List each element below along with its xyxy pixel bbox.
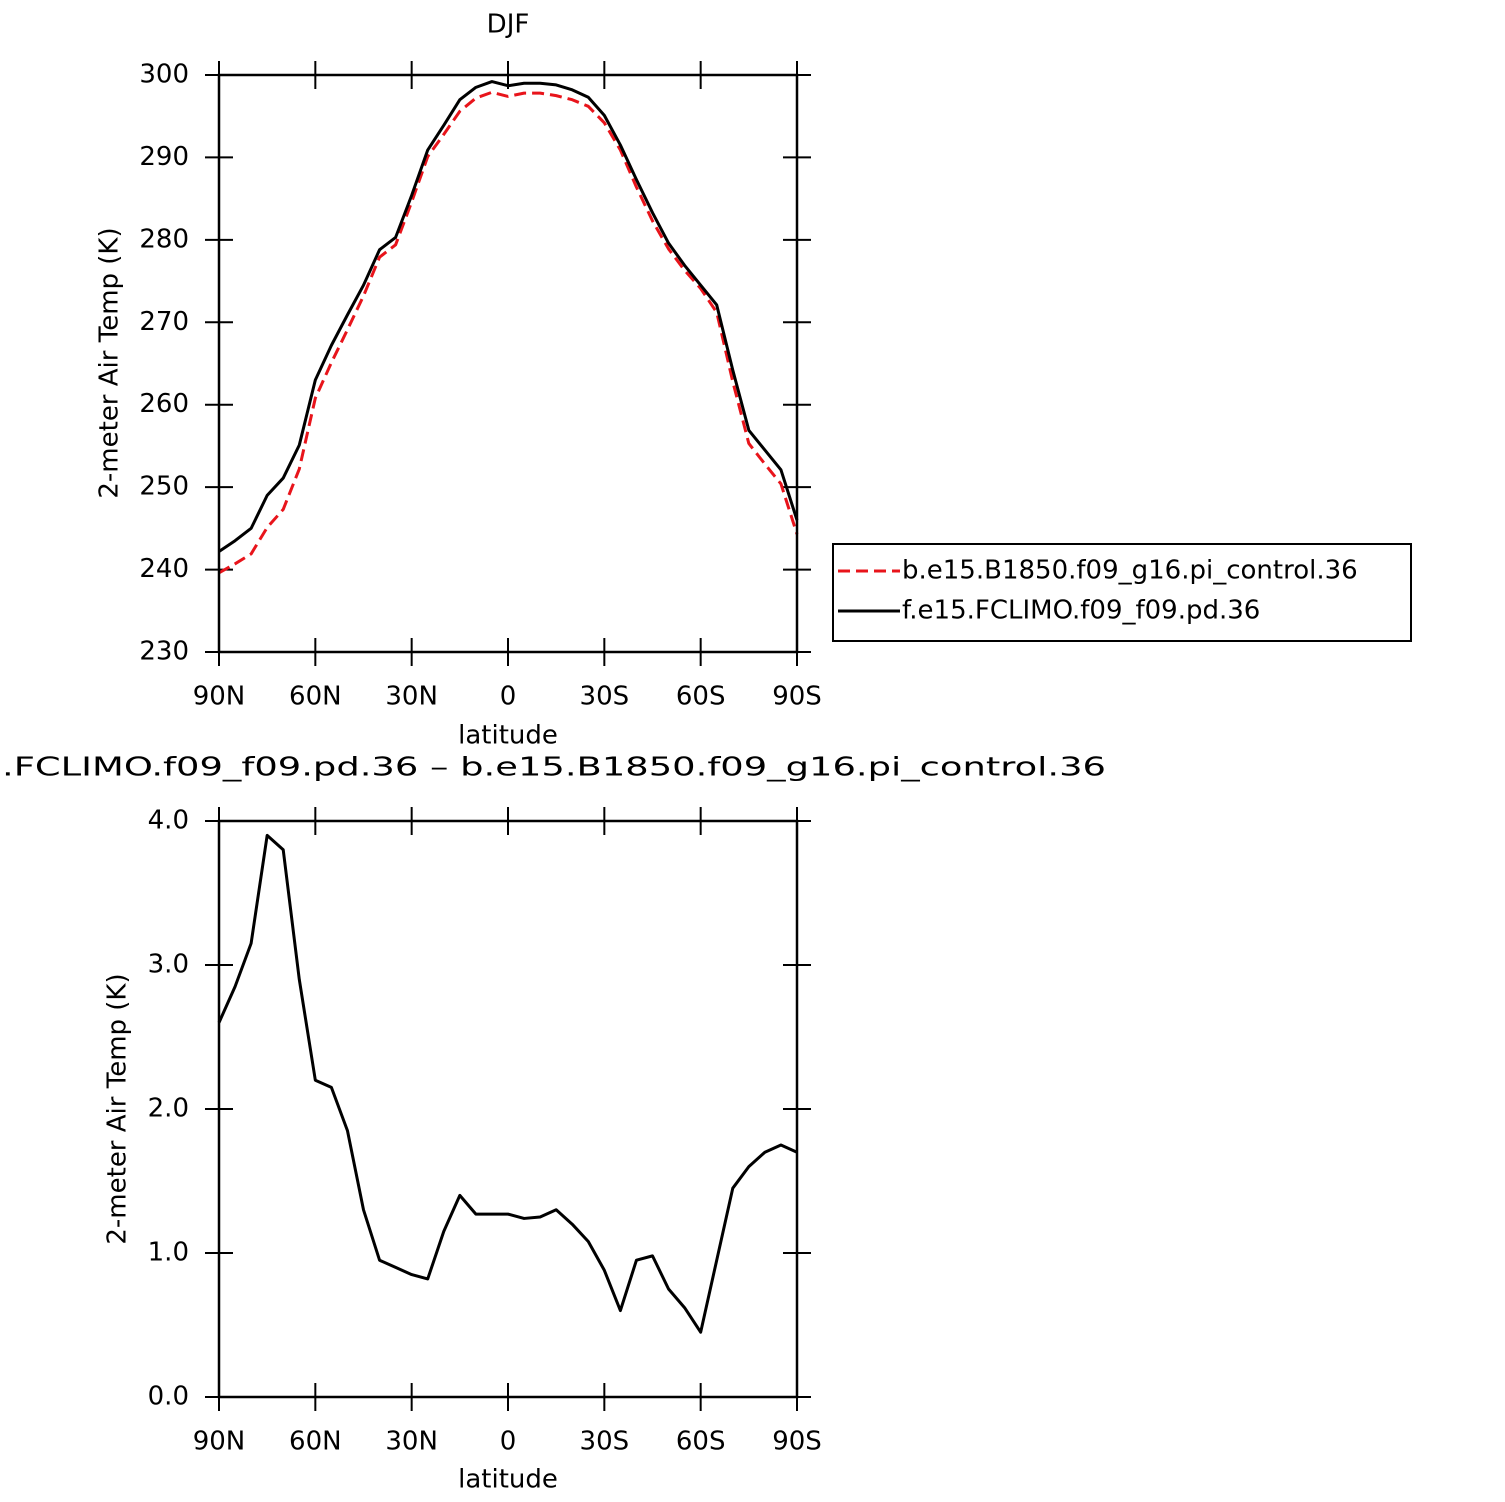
x-tick-label: 30S [580,682,630,712]
x-tick-label: 90N [193,682,246,712]
y-tick-label: 300 [139,60,189,90]
x-tick-label: 0 [500,682,517,712]
y-tick-label: 240 [139,554,189,584]
data-line [218,90,799,575]
x-tick-label: 60S [676,682,726,712]
x-tick-label: 30N [385,682,438,712]
x-tick-label: 90S [772,1427,822,1457]
y-axis-label: 2-meter Air Temp (K) [103,973,133,1244]
chart-title: .FCLIMO.f09_f09.pd.36 – b.e15.B1850.f09_… [2,753,1106,783]
x-axis-label: latitude [458,1465,558,1495]
y-tick-label: 260 [139,389,189,419]
y-tick-label: 250 [139,472,189,502]
y-tick-label: 230 [139,637,189,667]
y-axis-label: 2-meter Air Temp (K) [95,227,125,498]
x-tick-label: 0 [500,1427,517,1457]
y-tick-label: 3.0 [148,950,189,980]
y-tick-label: 0.0 [148,1382,189,1412]
x-tick-label: 30S [580,1427,630,1457]
y-tick-label: 1.0 [148,1238,189,1268]
legend-label: b.e15.B1850.f09_g16.pi_control.36 [902,556,1358,586]
y-tick-label: 2.0 [148,1094,189,1124]
x-tick-label: 60N [289,1427,342,1457]
chart-title: DJF [487,10,530,40]
data-line [218,80,799,553]
x-axis-label: latitude [458,721,558,751]
x-tick-label: 30N [385,1427,438,1457]
x-tick-label: 90N [193,1427,246,1457]
legend-box [832,543,1412,642]
x-tick-label: 60S [676,1427,726,1457]
y-tick-label: 4.0 [148,806,189,836]
y-tick-label: 290 [139,142,189,172]
x-tick-label: 60N [289,682,342,712]
data-line [217,833,798,1334]
x-tick-label: 90S [772,682,822,712]
plot-frame [217,819,799,1399]
y-tick-label: 280 [139,224,189,254]
y-tick-label: 270 [139,307,189,337]
legend-label: f.e15.FCLIMO.f09_f09.pd.36 [902,596,1260,626]
plot-frame [217,73,799,654]
